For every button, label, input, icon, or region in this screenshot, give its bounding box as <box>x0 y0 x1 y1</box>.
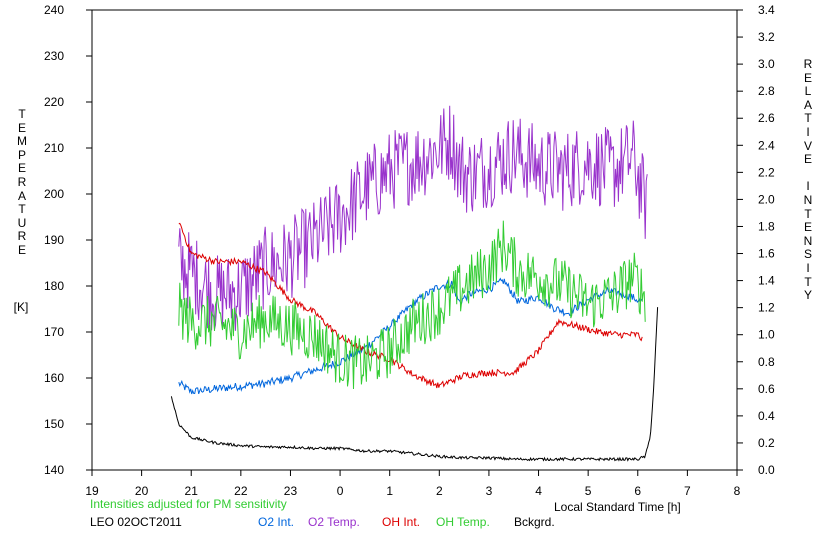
x-tick-label: 20 <box>135 484 149 498</box>
x-tick-label: 1 <box>386 484 393 498</box>
x-tick-label: 4 <box>535 484 542 498</box>
y-left-label-letter: E <box>17 161 26 176</box>
y-right-tick-label: 1.6 <box>758 247 775 261</box>
y-left-label-letter: T <box>18 107 26 121</box>
y-right-label-letter: N <box>803 233 813 248</box>
x-tick-label: 7 <box>684 484 691 498</box>
y-right-tick-label: 3.0 <box>758 57 775 71</box>
y-right-tick-label: 2.6 <box>758 111 775 125</box>
y-left-tick-label: 230 <box>44 49 64 63</box>
series-line-o2-int <box>178 277 643 395</box>
y-left-tick-label: 220 <box>44 95 64 109</box>
y-right-tick-label: 1.0 <box>758 328 775 342</box>
y-right-label-letter: N <box>803 192 813 207</box>
y-right-label-letter: R <box>803 57 813 71</box>
y-right-tick-label: 2.4 <box>758 138 775 152</box>
y-left-tick-label: 170 <box>44 325 64 339</box>
y-left-label-letter: T <box>18 202 26 217</box>
y-right-label-letter: Y <box>803 288 812 303</box>
y-left-tick-label: 180 <box>44 279 64 293</box>
x-tick-label: 21 <box>185 484 199 498</box>
y-right-label-letter: V <box>803 138 812 153</box>
series-lines <box>170 105 659 462</box>
y-right-label-letter: E <box>803 152 812 167</box>
axis-ticks <box>86 9 743 476</box>
legend-o2-temp: O2 Temp. <box>308 515 360 529</box>
legend-oh-int: OH Int. <box>382 515 421 529</box>
legend-o2-int: O2 Int. <box>258 515 295 529</box>
y-right-label-letter: I <box>806 124 810 139</box>
x-tick-label: 8 <box>734 484 741 498</box>
y-right-label-letter: A <box>803 97 812 112</box>
x-tick-label: 22 <box>234 484 248 498</box>
y-right-label-letter: T <box>804 111 812 126</box>
y-right-label-letter: I <box>806 260 810 275</box>
y-right-tick-label: 1.4 <box>758 274 775 288</box>
x-tick-label: 23 <box>284 484 298 498</box>
legend-bckgrd: Bckgrd. <box>514 515 555 529</box>
y-right-label-letter: T <box>804 274 812 289</box>
x-tick-label: 2 <box>436 484 443 498</box>
series-line-bckgrd <box>170 307 659 462</box>
y-right-label-letter: I <box>806 179 810 194</box>
x-tick-label: 3 <box>486 484 493 498</box>
x-tick-label: 6 <box>634 484 641 498</box>
x-axis-label: Local Standard Time [h] <box>554 500 681 514</box>
y-right-label-letter: T <box>804 206 812 221</box>
y-right-tick-label: 0.6 <box>758 382 775 396</box>
y-left-tick-label: 140 <box>44 463 64 477</box>
y-right-tick-label: 2.2 <box>758 165 775 179</box>
tick-labels: 19 20 21 22 23 0 1 2 3 4 5 6 7 8140150160170180190200… <box>44 3 775 498</box>
y-right-label-gap <box>798 167 818 181</box>
x-tick-label: 0 <box>337 484 344 498</box>
legend-oh-temp: OH Temp. <box>436 515 490 529</box>
series-line-oh-int <box>178 222 643 389</box>
y-left-tick-label: 240 <box>44 3 64 17</box>
note-text: Intensities adjusted for PM sensitivity <box>90 497 287 511</box>
y-right-tick-label: 2.0 <box>758 192 775 206</box>
x-tick-label: 19 <box>85 484 99 498</box>
y-right-label-letter: L <box>804 84 812 99</box>
y-right-tick-label: 0.8 <box>758 355 775 369</box>
series-line-oh-temp <box>178 220 646 390</box>
station-label: LEO 02OCT2011 <box>90 515 182 529</box>
y-right-tick-label: 0.4 <box>758 409 775 423</box>
x-tick-label: 5 <box>585 484 592 498</box>
y-left-tick-label: 210 <box>44 141 64 155</box>
y-left-tick-label: 160 <box>44 371 64 385</box>
series-line-o2-temp <box>178 105 648 331</box>
y-right-tick-label: 0.0 <box>758 463 775 477</box>
y-left-label-letter: R <box>17 229 27 244</box>
y-left-label-letter: P <box>17 147 26 162</box>
y-right-label-letter: E <box>803 220 812 235</box>
y-left-label-letter: M <box>17 134 27 149</box>
y-axis-left-unit: [K] <box>13 300 29 314</box>
y-left-label-letter: U <box>17 215 27 230</box>
y-right-tick-label: 0.2 <box>758 436 775 450</box>
y-left-label-letter: E <box>17 120 26 135</box>
y-right-tick-label: 1.8 <box>758 219 775 233</box>
y-right-tick-label: 2.8 <box>758 84 775 98</box>
y-left-label-letter: E <box>17 242 26 257</box>
y-left-label-letter: A <box>17 188 26 203</box>
y-right-tick-label: 1.2 <box>758 301 775 315</box>
y-right-label-letter: E <box>803 70 812 85</box>
y-left-tick-label: 150 <box>44 417 64 431</box>
y-left-label-letter: R <box>17 174 27 189</box>
y-right-tick-label: 3.2 <box>758 30 775 44</box>
y-right-label-letter: S <box>803 247 812 262</box>
y-right-tick-label: 3.4 <box>758 3 775 17</box>
y-left-tick-label: 200 <box>44 187 64 201</box>
y-left-tick-label: 190 <box>44 233 64 247</box>
